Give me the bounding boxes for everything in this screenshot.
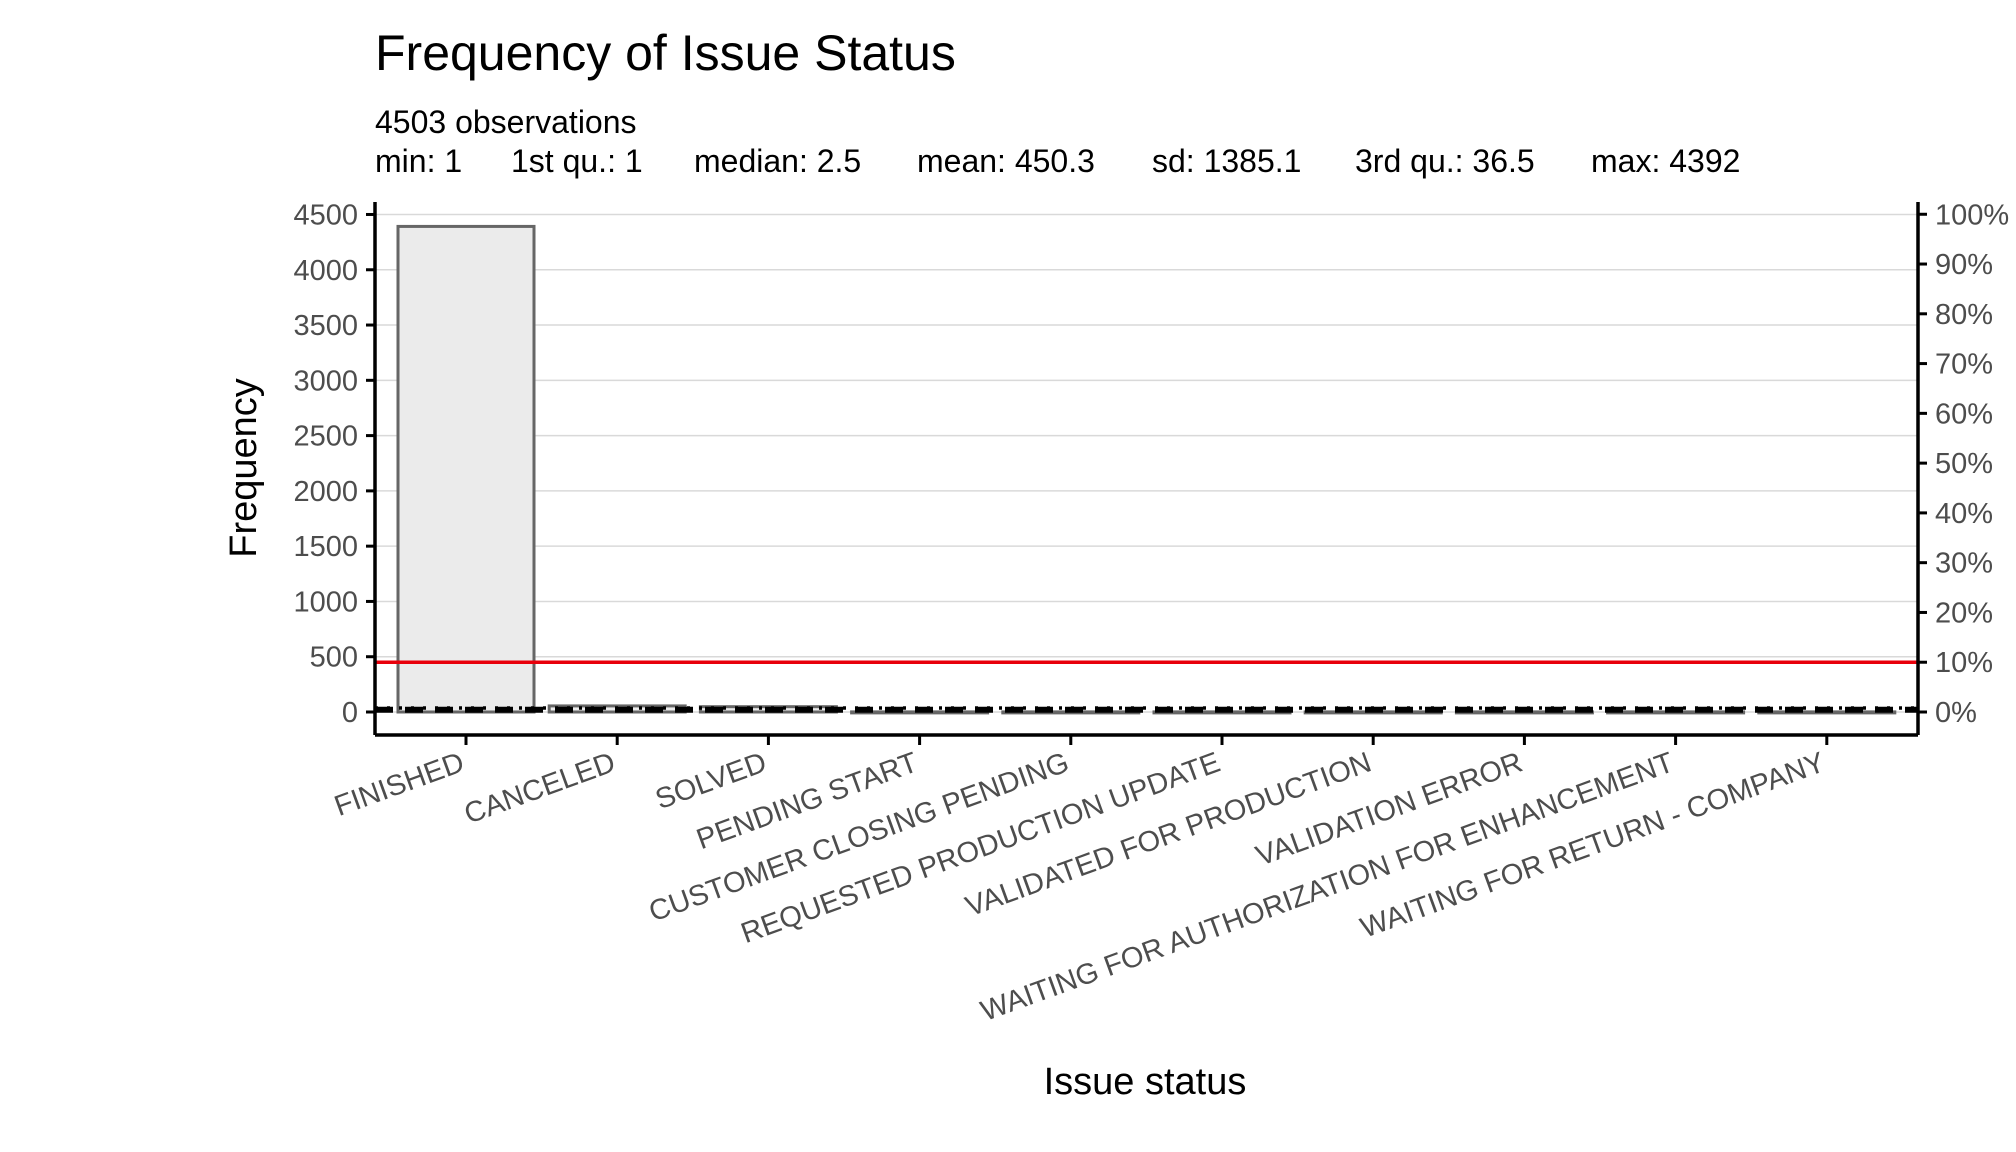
y2-tick-label-2: 20% <box>1935 597 1993 629</box>
summary-stat-0: min: 1 <box>375 143 462 179</box>
summary-stat-3: mean: 450.3 <box>917 143 1095 179</box>
chart-subtitle-observations: 4503 observations <box>375 104 637 140</box>
x-tick-label-1: CANCELED <box>460 747 619 831</box>
y-tick-label-4: 2000 <box>293 476 358 508</box>
y2-tick-label-4: 40% <box>1935 498 1993 530</box>
y-tick-label-5: 2500 <box>293 421 358 453</box>
summary-stat-6: max: 4392 <box>1591 143 1740 179</box>
y2-tick-label-6: 60% <box>1935 398 1993 430</box>
summary-stat-2: median: 2.5 <box>694 143 861 179</box>
y-tick-label-3: 1500 <box>293 531 358 563</box>
y-axis-ticks: 0 500 1000 1500 2000 2500 3000 3500 4000 4500 <box>293 199 375 729</box>
y2-tick-label-7: 70% <box>1935 349 1993 381</box>
y-tick-label-8: 4000 <box>293 255 358 287</box>
y2-tick-label-0: 0% <box>1935 697 1977 729</box>
x-tick-label-0: FINISHED <box>330 747 468 823</box>
chart-title: Frequency of Issue Status <box>375 25 956 81</box>
summary-stat-1: 1st qu.: 1 <box>511 143 643 179</box>
x-axis-title: Issue status <box>1044 1061 1247 1103</box>
bar-finished <box>396 224 536 714</box>
y2-tick-label-1: 10% <box>1935 647 1993 679</box>
y2-tick-label-5: 50% <box>1935 448 1993 480</box>
y-tick-label-1: 500 <box>310 642 358 674</box>
y-tick-label-2: 1000 <box>293 586 358 618</box>
grid-lines <box>375 213 1918 713</box>
secondary-y-axis-ticks: 0% 10% 20% 30% 40% 50% 60% 70% 80% 90% 100% <box>1918 199 2009 729</box>
summary-stat-5: 3rd qu.: 36.5 <box>1355 143 1535 179</box>
summary-stats: min: 1 1st qu.: 1 median: 2.5 mean: 450.3 sd… <box>375 143 1740 179</box>
y2-tick-label-9: 90% <box>1935 249 1993 281</box>
y2-tick-label-8: 80% <box>1935 299 1993 331</box>
bars <box>396 224 1897 715</box>
y-axis-title: Frequency <box>223 378 265 558</box>
y2-tick-label-10: 100% <box>1935 199 2009 231</box>
y-tick-label-0: 0 <box>342 697 358 729</box>
y-tick-label-9: 4500 <box>293 199 358 231</box>
y2-tick-label-3: 30% <box>1935 548 1993 580</box>
y-tick-label-6: 3000 <box>293 365 358 397</box>
summary-stat-4: sd: 1385.1 <box>1152 143 1301 179</box>
reference-lines <box>375 660 1918 713</box>
axes <box>373 202 1920 737</box>
y-tick-label-7: 3500 <box>293 310 358 342</box>
